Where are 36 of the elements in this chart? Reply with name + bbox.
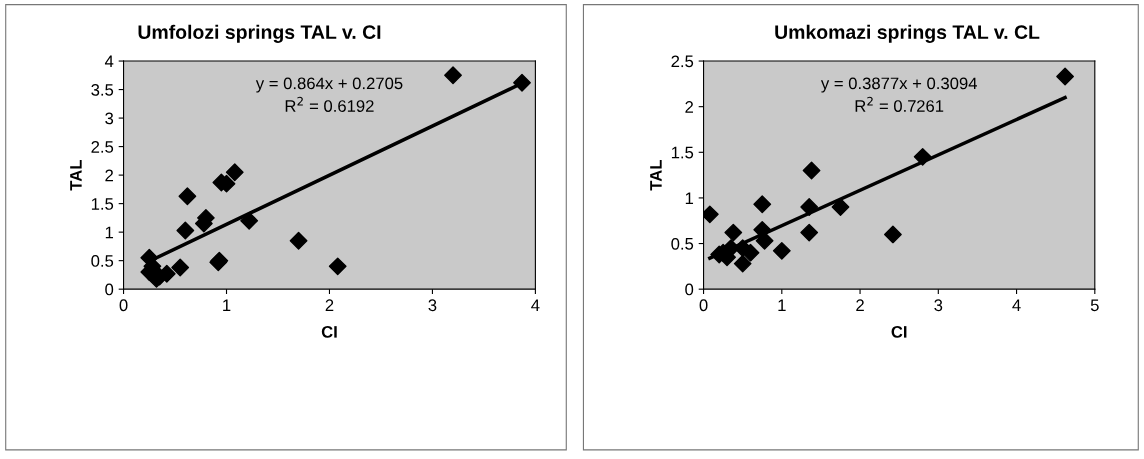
annotation: y = 0.3877x + 0.3094	[820, 77, 977, 93]
y-tick-label: 1	[685, 192, 694, 204]
x-axis-title: CI	[891, 325, 907, 338]
x-tick-label: 1	[778, 299, 786, 311]
chart-title: Umkomazi springs TAL v. CL	[775, 24, 1040, 43]
x-tick-label: 5	[1090, 299, 1099, 312]
x-tick-label: 4	[1012, 299, 1021, 311]
y-tick-label: 3	[105, 112, 114, 125]
y-tick-label: 3.5	[91, 83, 114, 96]
y-tick-label: 0	[685, 283, 694, 296]
y-axis-title: TAL	[650, 160, 662, 191]
y-axis-title: TAL	[70, 160, 82, 191]
y-tick-label: 4	[104, 55, 114, 68]
x-tick-label: 2	[325, 299, 334, 311]
y-tick-label: 1.5	[671, 146, 694, 159]
y-tick-label: 0	[105, 283, 114, 296]
x-tick-label: 3	[934, 299, 943, 312]
y-tick-label: 2	[685, 101, 693, 113]
y-tick-label: 2.5	[671, 55, 694, 68]
x-tick-label: 1	[223, 299, 231, 311]
x-tick-label: 4	[531, 299, 540, 311]
x-tick-label: 0	[699, 299, 708, 312]
annotation: R$^{2}$ = 0.7261	[855, 96, 944, 112]
y-tick-label: 0.5	[671, 237, 694, 250]
x-tick-label: 2	[856, 299, 864, 311]
annotation: y = 0.864x + 0.2705	[255, 77, 403, 93]
y-tick-label: 2.5	[91, 140, 114, 153]
x-tick-label: 0	[119, 299, 128, 312]
x-tick-label: 3	[428, 299, 437, 312]
y-tick-label: 1.5	[91, 198, 114, 210]
x-axis-title: CI	[321, 325, 337, 338]
annotation: R$^{2}$ = 0.6192	[285, 96, 374, 112]
y-tick-label: 2	[105, 169, 113, 182]
y-tick-label: 0.5	[91, 255, 114, 267]
chart-title: Umfolozi springs TAL v. CI	[138, 24, 381, 43]
y-tick-label: 1	[105, 226, 114, 239]
